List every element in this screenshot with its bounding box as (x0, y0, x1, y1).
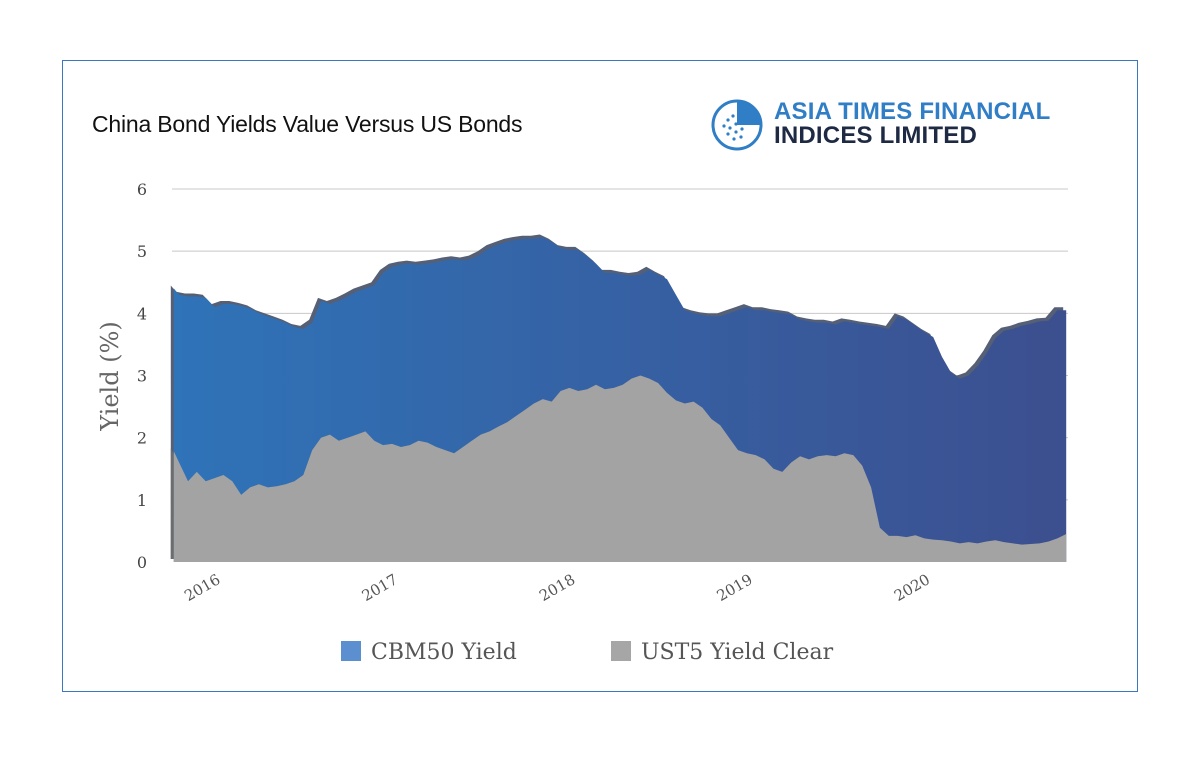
y-tick-label: 2 (137, 429, 147, 448)
logo-line-2: INDICES LIMITED (774, 122, 978, 149)
y-tick-label: 4 (137, 304, 147, 323)
legend-item-ust5: UST5 Yield Clear (611, 640, 833, 665)
legend-swatch-cbm50 (341, 641, 361, 661)
y-tick-labels: 0 1 2 3 4 5 6 (137, 180, 147, 572)
x-tick-label: 2020 (891, 570, 933, 605)
y-axis-label: Yield (%) (96, 321, 124, 432)
atfi-logo: ASIA TIMES FINANCIAL INDICES LIMITED (710, 98, 1090, 151)
x-tick-label: 2018 (536, 570, 578, 605)
legend-label-ust5: UST5 Yield Clear (641, 640, 834, 665)
logo-line-1: ASIA TIMES FINANCIAL (774, 98, 1051, 125)
atfi-logo-icon (711, 99, 763, 151)
y-tick-label: 3 (137, 367, 147, 386)
legend-item-cbm50: CBM50 Yield (341, 640, 517, 665)
y-tick-label: 1 (137, 491, 147, 510)
x-tick-label: 2016 (181, 570, 223, 605)
x-tick-label: 2019 (714, 570, 756, 605)
x-tick-labels: 2016 2017 2018 2019 2020 (181, 570, 933, 605)
x-tick-label: 2017 (359, 570, 401, 605)
y-tick-label: 0 (137, 553, 147, 572)
chart-title: China Bond Yields Value Versus US Bonds (92, 111, 523, 137)
legend-label-cbm50: CBM50 Yield (371, 640, 517, 665)
y-tick-label: 5 (137, 242, 147, 261)
series-ust5-area (173, 375, 1067, 562)
legend-swatch-ust5 (611, 641, 631, 661)
y-tick-label: 6 (137, 180, 147, 199)
